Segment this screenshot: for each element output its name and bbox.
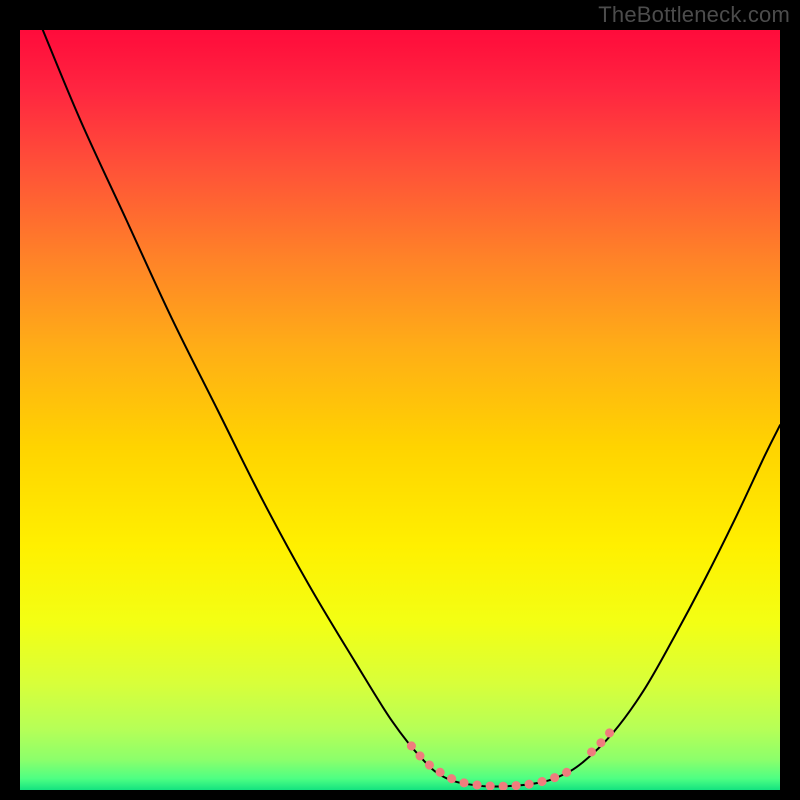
- watermark-text: TheBottleneck.com: [598, 2, 790, 28]
- valley-marker-segment-1: [592, 727, 615, 752]
- chart-svg: [20, 30, 780, 790]
- bottleneck-curve: [43, 30, 780, 787]
- valley-marker-group: [411, 727, 614, 786]
- plot-area: [20, 30, 780, 790]
